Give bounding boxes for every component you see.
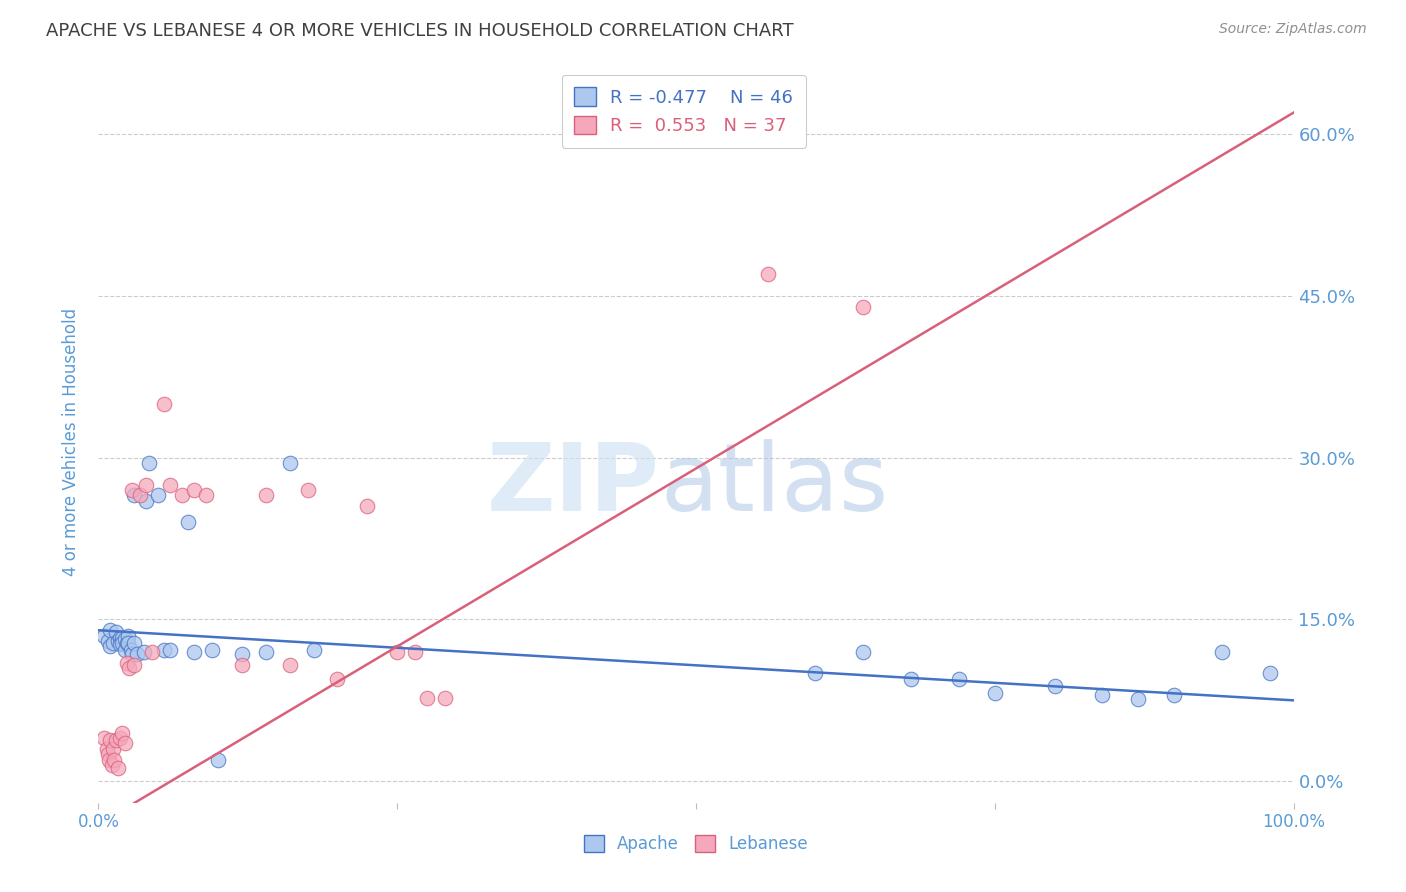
Point: [108, 631, 131, 645]
Point: [1091, 688, 1114, 702]
Point: [1211, 645, 1233, 659]
Text: APACHE VS LEBANESE 4 OR MORE VEHICLES IN HOUSEHOLD CORRELATION CHART: APACHE VS LEBANESE 4 OR MORE VEHICLES IN…: [46, 22, 794, 40]
Point: [183, 483, 205, 497]
Point: [115, 656, 138, 670]
Point: [153, 642, 176, 657]
Point: [135, 477, 157, 491]
Point: [103, 753, 125, 767]
Text: ZIP: ZIP: [488, 439, 661, 531]
Point: [254, 488, 277, 502]
Point: [124, 488, 146, 502]
Point: [297, 483, 319, 497]
Point: [984, 686, 1007, 700]
Point: [385, 645, 409, 659]
Point: [114, 642, 136, 657]
Point: [105, 625, 128, 640]
Point: [97, 747, 120, 762]
Point: [114, 737, 136, 751]
Point: [278, 456, 301, 470]
Point: [132, 645, 155, 659]
Point: [138, 456, 160, 470]
Point: [1128, 692, 1150, 706]
Point: [201, 642, 224, 657]
Point: [141, 645, 163, 659]
Text: atlas: atlas: [661, 439, 889, 531]
Point: [172, 488, 194, 502]
Point: [231, 647, 253, 661]
Point: [111, 631, 134, 645]
Point: [195, 488, 218, 502]
Point: [111, 725, 134, 739]
Point: [117, 636, 139, 650]
Point: [404, 645, 426, 659]
Point: [93, 731, 115, 745]
Point: [107, 634, 129, 648]
Point: [254, 645, 277, 659]
Point: [98, 624, 122, 638]
Point: [115, 636, 138, 650]
Point: [108, 731, 131, 745]
Point: [900, 672, 922, 686]
Point: [326, 672, 349, 686]
Point: [129, 488, 152, 502]
Point: [231, 657, 253, 672]
Point: [120, 642, 142, 657]
Point: [100, 758, 122, 772]
Point: [434, 691, 457, 706]
Point: [1163, 688, 1185, 702]
Point: [177, 516, 200, 530]
Point: [107, 761, 129, 775]
Point: [121, 647, 143, 661]
Point: [118, 661, 141, 675]
Point: [121, 483, 143, 497]
Point: [278, 657, 301, 672]
Point: [207, 753, 229, 767]
Point: [101, 742, 124, 756]
Point: [1258, 666, 1281, 681]
Point: [756, 268, 779, 282]
Point: [183, 645, 205, 659]
Point: [124, 657, 146, 672]
Point: [804, 666, 827, 681]
Point: [1043, 679, 1066, 693]
Point: [852, 300, 875, 314]
Point: [948, 672, 970, 686]
Point: [125, 647, 148, 661]
Point: [111, 636, 134, 650]
Point: [117, 629, 139, 643]
Point: [98, 733, 122, 747]
Point: [105, 733, 128, 747]
Text: Source: ZipAtlas.com: Source: ZipAtlas.com: [1219, 22, 1367, 37]
Point: [97, 634, 120, 648]
Point: [124, 636, 146, 650]
Point: [96, 742, 118, 756]
Point: [98, 753, 121, 767]
Point: [101, 636, 124, 650]
Point: [148, 488, 170, 502]
Point: [416, 691, 439, 706]
Point: [135, 493, 157, 508]
Point: [114, 632, 136, 646]
Point: [108, 637, 131, 651]
Point: [159, 477, 181, 491]
Point: [98, 640, 122, 654]
Point: [852, 645, 875, 659]
Point: [356, 500, 378, 514]
Y-axis label: 4 or more Vehicles in Household: 4 or more Vehicles in Household: [62, 308, 80, 575]
Point: [93, 629, 115, 643]
Point: [153, 397, 176, 411]
Legend: Apache, Lebanese: Apache, Lebanese: [576, 828, 815, 860]
Point: [159, 642, 181, 657]
Point: [302, 642, 325, 657]
